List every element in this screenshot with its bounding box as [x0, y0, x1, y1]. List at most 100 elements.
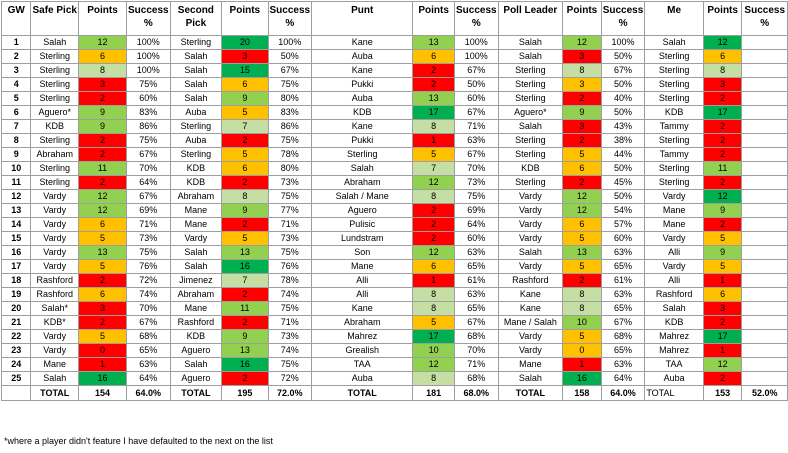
gw-cell: 1: [0, 35, 32, 50]
safe-pick-cell: Rashford: [30, 287, 80, 302]
table-row: 12 Vardy 12 67% Abraham 8 75% Salah / Mane 8 75% V…: [0, 189, 788, 204]
punt-cell: Son: [311, 245, 414, 260]
second-success-cell: 67%: [267, 63, 313, 78]
second-pick-cell: Sterling: [169, 147, 223, 162]
punt-points-cell: 5: [412, 315, 455, 330]
second-points-cell: 5: [221, 231, 269, 246]
second-points-cell: 2: [221, 371, 269, 386]
punt-cell: Abraham: [311, 175, 414, 190]
table-row: 19 Rashford 6 74% Abraham 2 74% Alli 8 63% Kane 8 63…: [0, 287, 788, 302]
me-points-cell: 9: [702, 203, 743, 218]
table-row: 8 Sterling 2 75% Auba 2 75% Pukki 1 63% Sterling 2 3…: [0, 133, 788, 148]
safe-success-cell: 75%: [125, 245, 171, 260]
me-success-cell: [741, 245, 788, 260]
punt-success-cell: 60%: [453, 231, 499, 246]
punt-cell: Salah / Mane: [311, 189, 414, 204]
poll-points-cell: 9: [562, 105, 602, 120]
gw-cell: 22: [0, 329, 32, 344]
me-pick-cell: Mahrez: [644, 343, 704, 358]
gw-cell: 2: [0, 49, 32, 64]
punt-points-cell: 12: [412, 245, 455, 260]
poll-leader-cell: Aguero*: [497, 105, 564, 120]
poll-success-cell: 63%: [600, 357, 646, 372]
safe-points-cell: 12: [78, 203, 127, 218]
safe-success-cell: 70%: [125, 301, 171, 316]
safe-points-cell: 6: [78, 49, 127, 64]
safe-pick-cell: KDB: [30, 119, 80, 134]
safe-pick-cell: Vardy: [30, 329, 80, 344]
punt-cell: Auba: [311, 49, 414, 64]
poll-success-cell: 65%: [600, 343, 646, 358]
safe-points-cell: 2: [78, 175, 127, 190]
punt-success-cell: 67%: [453, 105, 499, 120]
safe-success-cell: 100%: [125, 63, 171, 78]
safe-points-cell: 2: [78, 91, 127, 106]
safe-points-cell: 9: [78, 105, 127, 120]
safe-success-cell: 64%: [125, 175, 171, 190]
second-points-cell: 16: [221, 357, 269, 372]
second-points-cell: 9: [221, 91, 269, 106]
safe-points-cell: 9: [78, 119, 127, 134]
second-points-cell: 15: [221, 63, 269, 78]
punt-success-cell: 60%: [453, 91, 499, 106]
safe-pick-cell: Aguero*: [30, 105, 80, 120]
poll-success-cell: 38%: [600, 133, 646, 148]
totals-row: TOTAL 154 64.0% TOTAL 195 72.0% TOTAL 18…: [0, 385, 788, 401]
safe-success-cell: 73%: [125, 231, 171, 246]
second-success-cell: 76%: [267, 259, 313, 274]
safe-points-cell: 13: [78, 245, 127, 260]
poll-points-cell: 8: [562, 63, 602, 78]
punt-success-cell: 63%: [453, 245, 499, 260]
me-pick-cell: Vardy: [644, 189, 704, 204]
safe-points-cell: 5: [78, 231, 127, 246]
punt-points-cell: 2: [412, 231, 455, 246]
table-row: 22 Vardy 5 68% KDB 9 73% Mahrez 17 68% Vardy 5 68% Ma…: [0, 329, 788, 344]
safe-points-cell: 1: [78, 357, 127, 372]
second-success-cell: 75%: [267, 357, 313, 372]
gw-cell: 13: [0, 203, 32, 218]
punt-cell: Grealish: [311, 343, 414, 358]
poll-points-cell: 8: [562, 301, 602, 316]
totals-me-success: 52.0%: [741, 385, 788, 401]
header-gw: GW: [0, 1, 32, 36]
gw-cell: 19: [0, 287, 32, 302]
poll-success-cell: 68%: [600, 329, 646, 344]
poll-points-cell: 12: [562, 35, 602, 50]
gw-cell: 12: [0, 189, 32, 204]
second-success-cell: 83%: [267, 105, 313, 120]
punt-cell: Auba: [311, 91, 414, 106]
poll-success-cell: 67%: [600, 63, 646, 78]
punt-success-cell: 71%: [453, 119, 499, 134]
punt-cell: Mane: [311, 259, 414, 274]
safe-points-cell: 12: [78, 189, 127, 204]
second-success-cell: 75%: [267, 245, 313, 260]
second-points-cell: 2: [221, 217, 269, 232]
second-pick-cell: Auba: [169, 105, 223, 120]
second-pick-cell: Mane: [169, 203, 223, 218]
second-pick-cell: Salah: [169, 357, 223, 372]
me-pick-cell: Salah: [644, 301, 704, 316]
me-success-cell: [741, 301, 788, 316]
second-points-cell: 7: [221, 273, 269, 288]
table-row: 1 Salah 12 100% Sterling 20 100% Kane 13 100% Sala…: [0, 35, 788, 50]
me-points-cell: 6: [702, 49, 743, 64]
safe-pick-cell: Rashford: [30, 273, 80, 288]
poll-points-cell: 12: [562, 203, 602, 218]
poll-leader-cell: Rashford: [497, 273, 564, 288]
me-points-cell: 9: [702, 245, 743, 260]
me-success-cell: [741, 343, 788, 358]
totals-safe-points: 154: [78, 385, 127, 401]
second-pick-cell: Salah: [169, 77, 223, 92]
me-points-cell: 2: [702, 119, 743, 134]
second-success-cell: 72%: [267, 371, 313, 386]
header-punt: Punt: [311, 1, 414, 36]
punt-points-cell: 13: [412, 35, 455, 50]
second-points-cell: 2: [221, 287, 269, 302]
table-row: 20 Salah* 3 70% Mane 11 75% Kane 8 65% Kane 8 65% Sal…: [0, 301, 788, 316]
safe-pick-cell: Vardy: [30, 343, 80, 358]
safe-success-cell: 74%: [125, 287, 171, 302]
header-second-pick: Second Pick: [169, 1, 223, 36]
safe-points-cell: 6: [78, 217, 127, 232]
second-success-cell: 78%: [267, 147, 313, 162]
poll-points-cell: 2: [562, 273, 602, 288]
